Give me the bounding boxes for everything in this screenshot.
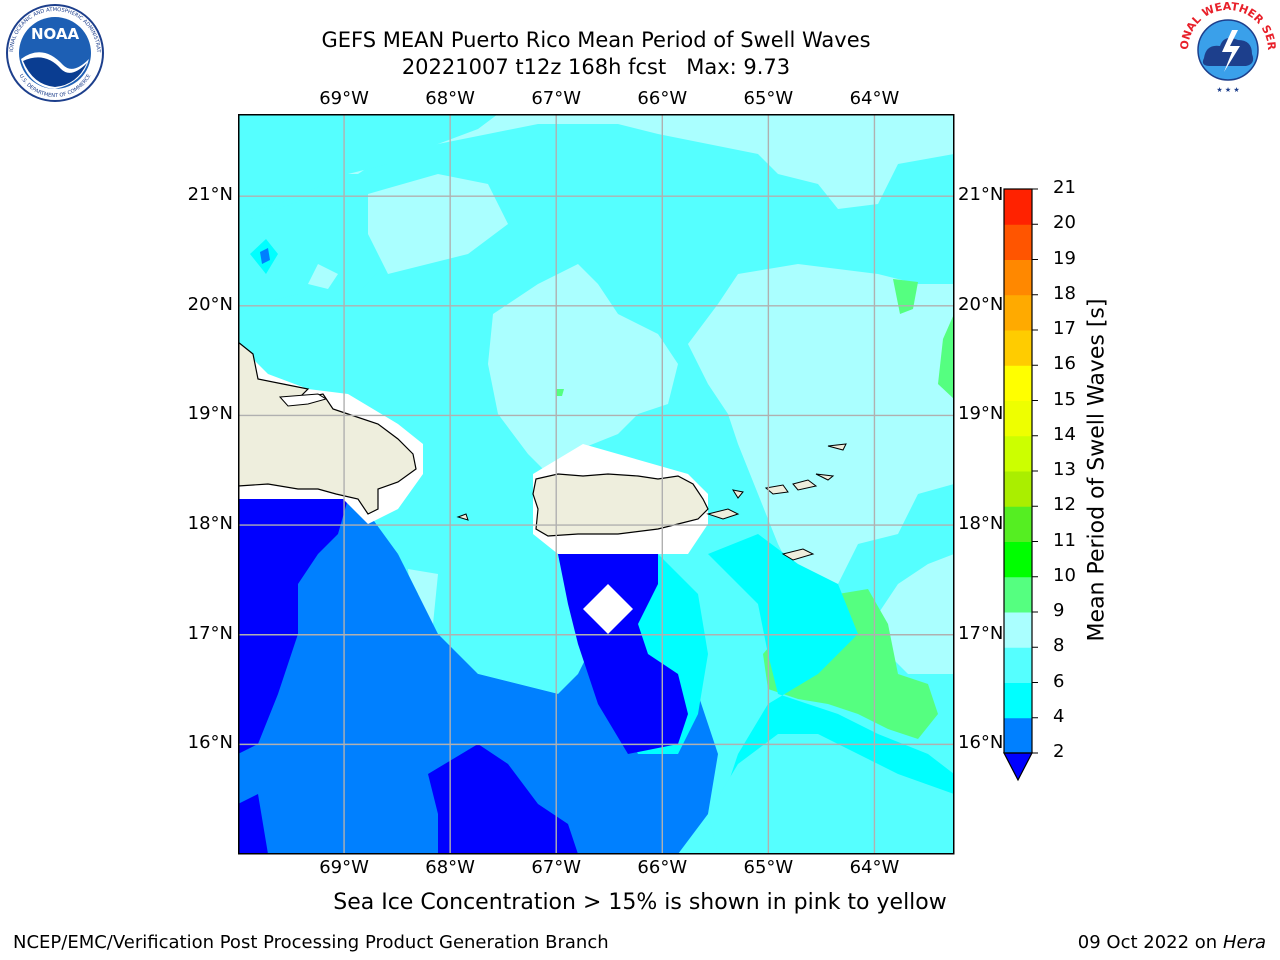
colorbar-segment xyxy=(1004,189,1032,225)
lon-label-bottom: 66°W xyxy=(637,857,688,878)
colorbar-tick-label: 15 xyxy=(1053,388,1076,410)
colorbar xyxy=(1003,188,1038,782)
colorbar-segment xyxy=(1004,506,1032,542)
colorbar-tick-label: 14 xyxy=(1053,423,1076,445)
colorbar-segment xyxy=(1004,682,1032,719)
lat-label-left: 18°N xyxy=(187,513,233,535)
map-frame xyxy=(238,114,955,855)
colorbar-tick-label: 11 xyxy=(1053,529,1076,551)
colorbar-tick-label: 12 xyxy=(1053,494,1076,516)
colorbar-tick-label: 21 xyxy=(1053,177,1076,198)
colorbar-tick-label: 18 xyxy=(1053,282,1076,304)
field-patch-nw-core xyxy=(260,248,270,264)
lon-label-bottom: 67°W xyxy=(531,857,582,878)
colorbar-segment xyxy=(1004,717,1032,754)
lon-label-bottom: 69°W xyxy=(319,857,369,878)
lon-label-bottom: 65°W xyxy=(743,857,794,878)
chart-title-line1: GEFS MEAN Puerto Rico Mean Period of Swe… xyxy=(321,28,871,52)
colorbar-segment xyxy=(1004,330,1032,366)
lon-label-top: 64°W xyxy=(849,88,900,109)
colorbar-segment xyxy=(1004,400,1032,437)
colorbar-segment xyxy=(1004,294,1032,331)
colorbar-segment xyxy=(1004,576,1032,613)
colorbar-segment xyxy=(1004,541,1032,578)
noaa-logo-icon: NOAA NATIONAL OCEANIC AND ATMOSPHERIC AD… xyxy=(3,3,104,102)
colorbar-segment xyxy=(1004,224,1032,260)
lat-label-left: 21°N xyxy=(187,184,233,206)
colorbar-tick-label: 20 xyxy=(1053,212,1076,234)
footer-date: 09 Oct 2022 on xyxy=(1077,932,1223,953)
noaa-logo-text: NOAA xyxy=(31,25,80,43)
field-8-9 xyxy=(238,114,954,674)
hispaniola-land xyxy=(238,341,417,515)
lat-label-right: 21°N xyxy=(958,184,1004,206)
colorbar-tick-label: 10 xyxy=(1053,564,1076,586)
lat-label-right: 16°N xyxy=(958,732,1004,754)
colorbar-segment xyxy=(1004,612,1032,648)
lon-label-bottom: 68°W xyxy=(425,857,475,878)
colorbar-tick-label: 17 xyxy=(1053,318,1076,339)
lat-label-right: 18°N xyxy=(958,513,1004,535)
swell-period-map xyxy=(238,114,955,855)
lon-label-top: 67°W xyxy=(531,88,582,109)
lat-label-right: 17°N xyxy=(958,622,1004,644)
graticule xyxy=(238,114,954,854)
colorbar-tick-label: 13 xyxy=(1053,459,1076,480)
lon-label-top: 66°W xyxy=(637,88,688,109)
lon-label-top: 69°W xyxy=(319,88,369,109)
lat-label-left: 16°N xyxy=(187,732,233,754)
colorbar-segment xyxy=(1004,259,1032,296)
footer-machine: Hera xyxy=(1222,932,1266,953)
lon-label-top: 65°W xyxy=(743,88,794,109)
virgin-islands xyxy=(456,443,847,561)
puerto-rico-land xyxy=(532,473,709,537)
colorbar-segment xyxy=(1004,365,1032,401)
colorbar-label: Mean Period of Swell Waves [s] xyxy=(1084,298,1110,642)
lat-label-right: 20°N xyxy=(958,293,1004,315)
lat-label-right: 19°N xyxy=(958,403,1004,425)
colorbar-tick-label: 6 xyxy=(1053,670,1065,692)
colorbar-tick-label: 19 xyxy=(1053,247,1076,269)
svg-text:★ ★ ★: ★ ★ ★ xyxy=(1216,86,1239,94)
lat-label-left: 20°N xyxy=(187,293,233,315)
hispaniola-bay xyxy=(278,393,328,407)
colorbar-segment xyxy=(1004,435,1032,472)
colorbar-tick-label: 2 xyxy=(1053,741,1065,762)
nws-logo-icon: NATIONAL WEATHER SERVICE ★ ★ ★ xyxy=(1176,0,1278,96)
colorbar-extend-arrow xyxy=(1003,752,1033,782)
lon-label-top: 68°W xyxy=(425,88,475,109)
footer-right: 09 Oct 2022 on Hera xyxy=(1078,932,1266,953)
colorbar-segment xyxy=(1004,471,1032,507)
footer-left: NCEP/EMC/Verification Post Processing Pr… xyxy=(13,932,609,953)
colorbar-tick-label: 9 xyxy=(1053,600,1065,621)
lat-label-left: 17°N xyxy=(187,622,233,644)
lon-label-bottom: 64°W xyxy=(849,857,900,878)
colorbar-tick-label: 16 xyxy=(1053,353,1076,375)
colorbar-tick-label: 8 xyxy=(1053,635,1065,657)
sea-ice-caption: Sea Ice Concentration > 15% is shown in … xyxy=(333,890,947,915)
colorbar-segment xyxy=(1004,647,1032,683)
chart-title-line2: 20221007 t12z 168h fcst Max: 9.73 xyxy=(401,55,791,79)
lat-label-left: 19°N xyxy=(187,403,233,425)
colorbar-tick-label: 4 xyxy=(1053,705,1065,727)
